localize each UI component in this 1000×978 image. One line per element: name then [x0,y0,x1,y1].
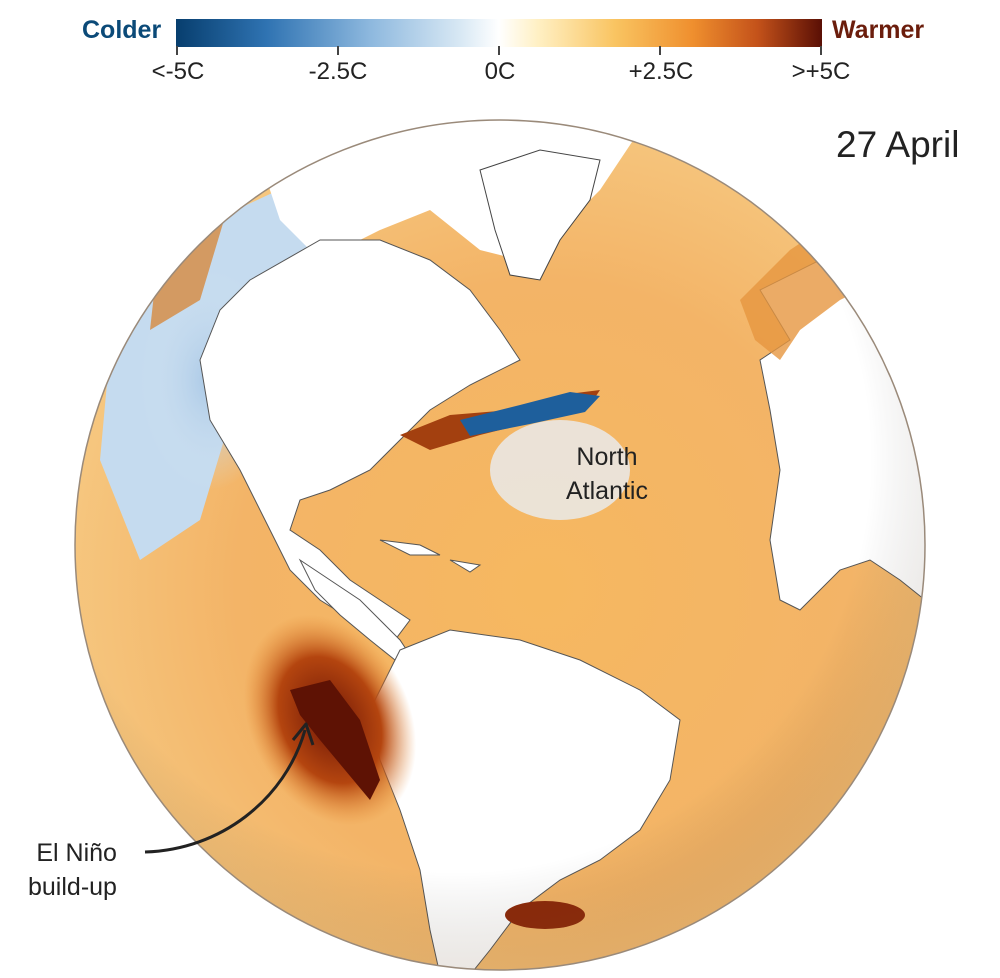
el-nino-line-1: El Niño [36,839,117,867]
north-atlantic-line-1: North [576,443,638,471]
el-nino-line-2: build-up [28,873,117,901]
scale-tick-label: 0C [484,58,516,85]
north-atlantic-label: North Atlantic [566,440,648,508]
scale-tick [176,46,178,55]
globe-outline [74,119,926,971]
warmer-label: Warmer [832,16,925,44]
scale-tick [337,46,339,55]
el-nino-arrowhead [291,722,315,746]
colder-label: Colder [82,16,162,44]
el-nino-arrow [144,729,307,854]
scale-tick-label: +2.5C [628,58,694,85]
north-atlantic-line-2: Atlantic [566,477,648,505]
scale-tick-label: >+5C [791,58,851,85]
scale-tick [498,46,500,55]
date-label: 27 April [836,124,960,165]
scale-tick-label: <-5C [151,58,205,85]
scale-tick [659,46,661,55]
el-nino-label: El Niño build-up [28,836,117,904]
temperature-scale-bar [176,19,822,47]
globe-shading [75,120,925,970]
scale-tick [820,46,822,55]
scale-tick-label: -2.5C [308,58,368,85]
